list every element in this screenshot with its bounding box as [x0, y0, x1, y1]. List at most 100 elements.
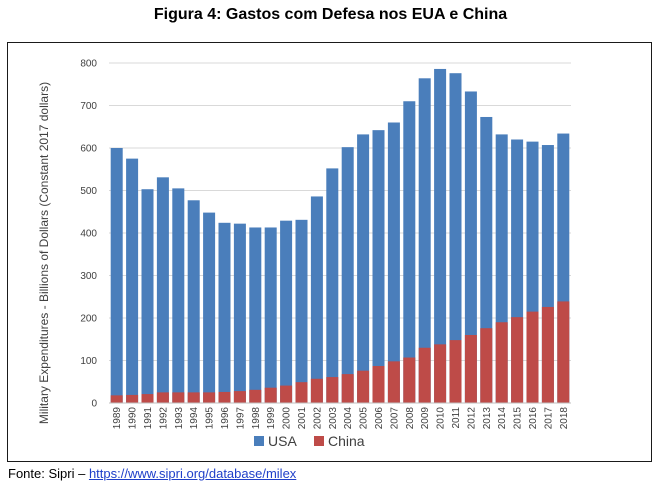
bar-usa-2010: [434, 68, 447, 403]
x-tick-label: 1992: [158, 407, 169, 430]
bar-china-1994: [187, 392, 200, 403]
bar-china-1997: [233, 391, 246, 403]
bar-china-2018: [557, 301, 570, 403]
legend: USA China: [254, 433, 365, 449]
x-tick-label: 2007: [389, 407, 400, 430]
x-tick-label: 2004: [343, 407, 354, 430]
bar-china-2002: [310, 378, 323, 403]
bar-china-1990: [126, 394, 139, 403]
x-tick-label: 1998: [251, 407, 262, 430]
bar-china-2017: [541, 306, 554, 403]
x-tick-label: 2001: [297, 407, 308, 430]
bar-china-2011: [449, 340, 462, 403]
bar-usa-2006: [372, 130, 385, 403]
bar-usa-1997: [233, 223, 246, 403]
y-tick-label: 400: [80, 229, 97, 240]
bar-usa-2000: [280, 220, 293, 403]
bar-china-2015: [511, 317, 524, 403]
y-tick-label: 600: [80, 144, 97, 155]
bar-china-2006: [372, 366, 385, 403]
bar-usa-1994: [187, 200, 200, 403]
source-link[interactable]: https://www.sipri.org/database/milex: [88, 466, 297, 481]
source-note: Fonte: Sipri – https://www.sipri.org/dat…: [8, 466, 296, 481]
bar-usa-1999: [264, 227, 277, 403]
x-tick-label: 1999: [266, 407, 277, 430]
legend-label-china: China: [328, 433, 365, 449]
bar-usa-1998: [249, 227, 262, 403]
x-tick-label: 2018: [559, 407, 570, 430]
legend-label-usa: USA: [268, 433, 297, 449]
x-tick-label: 2012: [466, 407, 477, 430]
bar-china-2003: [326, 377, 339, 403]
bar-usa-2007: [387, 122, 400, 403]
source-prefix: Fonte: Sipri –: [8, 466, 89, 481]
x-tick-label: 1994: [189, 407, 200, 430]
legend-swatch-china: [314, 436, 324, 446]
bar-usa-2012: [464, 91, 477, 403]
x-tick-label: 2017: [543, 407, 554, 430]
bar-usa-1996: [218, 222, 231, 403]
bar-china-2014: [495, 322, 508, 403]
bar-china-2001: [295, 382, 308, 403]
x-tick-label: 2006: [374, 407, 385, 430]
bar-china-2004: [341, 374, 354, 403]
y-axis-title: Military Expenditures - Billions of Doll…: [37, 82, 51, 424]
x-tick-label: 1990: [128, 407, 139, 430]
x-tick-label: 1991: [143, 407, 154, 430]
gridlines: [109, 62, 571, 404]
bar-china-1993: [172, 392, 185, 403]
bars: [110, 68, 570, 404]
chart-frame: 0 100 200 300 400 500 600 700 800 Military Expend…: [7, 42, 652, 462]
x-tick-label: 2005: [359, 407, 370, 430]
x-tick-label: 2003: [328, 407, 339, 430]
bar-china-2009: [418, 347, 431, 403]
y-tick-label: 800: [80, 59, 97, 70]
x-tick-label: 2000: [282, 407, 293, 430]
bar-usa-2011: [449, 73, 462, 403]
bar-china-1992: [156, 392, 169, 403]
bar-china-1999: [264, 387, 277, 403]
bar-china-1989: [110, 395, 123, 403]
bar-usa-2001: [295, 219, 308, 403]
bar-china-1995: [203, 392, 216, 403]
bar-chart: 0 100 200 300 400 500 600 700 800 Military Expend…: [37, 59, 571, 449]
bar-usa-1990: [126, 158, 139, 403]
x-tick-label: 2008: [405, 407, 416, 430]
bar-usa-1992: [156, 177, 169, 403]
bar-china-2012: [464, 335, 477, 403]
bar-china-1996: [218, 391, 231, 403]
y-tick-label: 200: [80, 314, 97, 325]
bar-china-2000: [280, 385, 293, 403]
bar-china-2016: [526, 311, 539, 403]
x-tick-label: 1995: [205, 407, 216, 430]
x-tick-label: 1993: [174, 407, 185, 430]
bar-china-1998: [249, 389, 262, 403]
bar-usa-1993: [172, 188, 185, 403]
x-tick-label: 1996: [220, 407, 231, 430]
y-tick-label: 500: [80, 186, 97, 197]
x-tick-label: 2002: [312, 407, 323, 430]
bar-usa-1989: [110, 148, 123, 403]
x-tick-label: 2015: [513, 407, 524, 430]
bar-usa-1991: [141, 189, 154, 403]
y-tick-label: 100: [80, 356, 97, 367]
bar-usa-2003: [326, 168, 339, 403]
x-tick-label: 2011: [451, 407, 462, 429]
y-tick-label: 700: [80, 101, 97, 112]
bar-china-2013: [480, 328, 493, 403]
bar-china-2007: [387, 361, 400, 403]
bar-usa-2004: [341, 147, 354, 403]
bar-usa-2002: [310, 196, 323, 403]
bar-china-2010: [434, 344, 447, 403]
bar-usa-2005: [357, 134, 370, 403]
x-tick-label: 2009: [420, 407, 431, 430]
x-tick-label: 1989: [112, 407, 123, 430]
x-tick-label: 2013: [482, 407, 493, 430]
bar-china-1991: [141, 394, 154, 403]
x-tick-label: 2016: [528, 407, 539, 430]
y-tick-label: 300: [80, 271, 97, 282]
bar-usa-2009: [418, 78, 431, 404]
legend-swatch-usa: [254, 436, 264, 446]
bar-china-2008: [403, 357, 416, 403]
figure-title: Figura 4: Gastos com Defesa nos EUA e Ch…: [153, 6, 508, 23]
